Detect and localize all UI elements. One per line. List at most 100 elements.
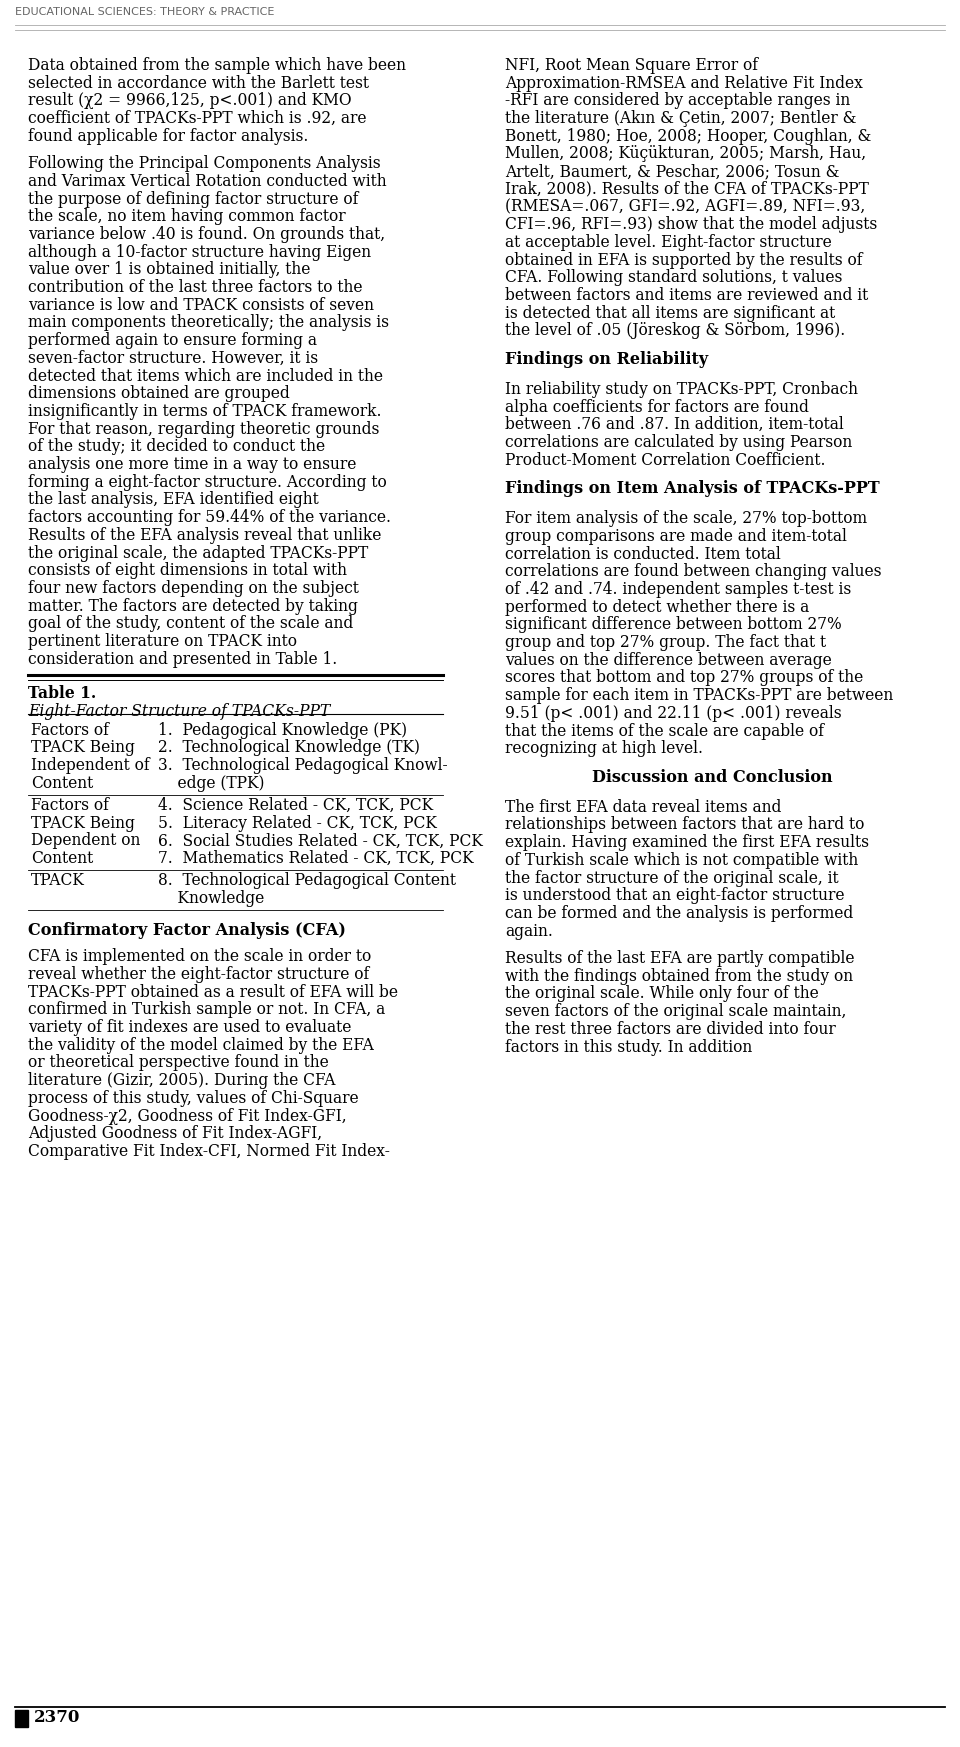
Text: Factors of: Factors of xyxy=(31,722,108,739)
Text: Factors of: Factors of xyxy=(31,797,108,814)
Text: TPACKs-PPT obtained as a result of EFA will be: TPACKs-PPT obtained as a result of EFA w… xyxy=(28,984,398,1001)
Text: Content: Content xyxy=(31,851,93,867)
Text: Mullen, 2008; Küçükturan, 2005; Marsh, Hau,: Mullen, 2008; Küçükturan, 2005; Marsh, H… xyxy=(505,145,866,162)
Text: 8.  Technological Pedagogical Content: 8. Technological Pedagogical Content xyxy=(158,872,456,889)
Text: recognizing at high level.: recognizing at high level. xyxy=(505,741,703,756)
Text: relationships between factors that are hard to: relationships between factors that are h… xyxy=(505,816,864,833)
Text: Results of the last EFA are partly compatible: Results of the last EFA are partly compa… xyxy=(505,950,854,968)
Text: Content: Content xyxy=(31,776,93,791)
Text: Knowledge: Knowledge xyxy=(158,889,264,907)
Text: group and top 27% group. The fact that t: group and top 27% group. The fact that t xyxy=(505,634,827,652)
Text: -RFI are considered by acceptable ranges in: -RFI are considered by acceptable ranges… xyxy=(505,93,851,110)
Text: Product-Moment Correlation Coefficient.: Product-Moment Correlation Coefficient. xyxy=(505,452,826,468)
Text: correlations are calculated by using Pearson: correlations are calculated by using Pea… xyxy=(505,433,852,451)
Text: consists of eight dimensions in total with: consists of eight dimensions in total wi… xyxy=(28,563,347,580)
Text: Following the Principal Components Analysis: Following the Principal Components Analy… xyxy=(28,155,380,173)
Text: the literature (Akın & Çetin, 2007; Bentler &: the literature (Akın & Çetin, 2007; Bent… xyxy=(505,110,856,128)
Text: Approximation-RMSEA and Relative Fit Index: Approximation-RMSEA and Relative Fit Ind… xyxy=(505,75,863,91)
Text: between .76 and .87. In addition, item-total: between .76 and .87. In addition, item-t… xyxy=(505,416,844,433)
Text: process of this study, values of Chi-Square: process of this study, values of Chi-Squ… xyxy=(28,1090,359,1108)
Text: TPACK: TPACK xyxy=(31,872,84,889)
Text: For that reason, regarding theoretic grounds: For that reason, regarding theoretic gro… xyxy=(28,421,379,438)
Text: is understood that an eight-factor structure: is understood that an eight-factor struc… xyxy=(505,887,845,905)
Text: reveal whether the eight-factor structure of: reveal whether the eight-factor structur… xyxy=(28,966,370,984)
Text: between factors and items are reviewed and it: between factors and items are reviewed a… xyxy=(505,287,868,304)
Text: variance below .40 is found. On grounds that,: variance below .40 is found. On grounds … xyxy=(28,225,385,243)
Text: Dependent on: Dependent on xyxy=(31,832,140,849)
Text: Findings on Item Analysis of TPACKs-PPT: Findings on Item Analysis of TPACKs-PPT xyxy=(505,480,879,498)
Text: literature (Gizir, 2005). During the CFA: literature (Gizir, 2005). During the CFA xyxy=(28,1073,335,1088)
Text: TPACK Being: TPACK Being xyxy=(31,814,134,832)
Text: variance is low and TPACK consists of seven: variance is low and TPACK consists of se… xyxy=(28,297,374,314)
Text: performed again to ensure forming a: performed again to ensure forming a xyxy=(28,332,317,349)
Text: For item analysis of the scale, 27% top-bottom: For item analysis of the scale, 27% top-… xyxy=(505,510,867,528)
Text: is detected that all items are significant at: is detected that all items are significa… xyxy=(505,304,835,321)
Text: matter. The factors are detected by taking: matter. The factors are detected by taki… xyxy=(28,597,358,615)
Text: values on the difference between average: values on the difference between average xyxy=(505,652,831,669)
Text: alpha coefficients for factors are found: alpha coefficients for factors are found xyxy=(505,398,809,416)
Text: NFI, Root Mean Square Error of: NFI, Root Mean Square Error of xyxy=(505,58,758,73)
Text: 5.  Literacy Related - CK, TCK, PCK: 5. Literacy Related - CK, TCK, PCK xyxy=(158,814,437,832)
Text: the validity of the model claimed by the EFA: the validity of the model claimed by the… xyxy=(28,1036,373,1053)
Text: variety of fit indexes are used to evaluate: variety of fit indexes are used to evalu… xyxy=(28,1019,351,1036)
Text: with the findings obtained from the study on: with the findings obtained from the stud… xyxy=(505,968,853,985)
Text: main components theoretically; the analysis is: main components theoretically; the analy… xyxy=(28,314,389,332)
Text: seven factors of the original scale maintain,: seven factors of the original scale main… xyxy=(505,1003,847,1020)
Text: the original scale, the adapted TPACKs-PPT: the original scale, the adapted TPACKs-P… xyxy=(28,545,369,561)
Text: CFA is implemented on the scale in order to: CFA is implemented on the scale in order… xyxy=(28,949,372,966)
Text: the last analysis, EFA identified eight: the last analysis, EFA identified eight xyxy=(28,491,319,508)
Text: can be formed and the analysis is performed: can be formed and the analysis is perfor… xyxy=(505,905,853,922)
Text: Adjusted Goodness of Fit Index-AGFI,: Adjusted Goodness of Fit Index-AGFI, xyxy=(28,1125,323,1143)
Text: Confirmatory Factor Analysis (CFA): Confirmatory Factor Analysis (CFA) xyxy=(28,922,346,938)
Text: significant difference between bottom 27%: significant difference between bottom 27… xyxy=(505,617,842,634)
Text: insignificantly in terms of TPACK framework.: insignificantly in terms of TPACK framew… xyxy=(28,404,381,419)
Text: 1.  Pedagogical Knowledge (PK): 1. Pedagogical Knowledge (PK) xyxy=(158,722,407,739)
Text: coefficient of TPACKs-PPT which is .92, are: coefficient of TPACKs-PPT which is .92, … xyxy=(28,110,367,128)
Text: 9.51 (p< .001) and 22.11 (p< .001) reveals: 9.51 (p< .001) and 22.11 (p< .001) revea… xyxy=(505,704,842,722)
Text: Goodness-χ2, Goodness of Fit Index-GFI,: Goodness-χ2, Goodness of Fit Index-GFI, xyxy=(28,1108,347,1125)
Text: factors in this study. In addition: factors in this study. In addition xyxy=(505,1038,753,1055)
Text: although a 10-factor structure having Eigen: although a 10-factor structure having Ei… xyxy=(28,243,372,260)
Text: Irak, 2008). Results of the CFA of TPACKs-PPT: Irak, 2008). Results of the CFA of TPACK… xyxy=(505,182,869,197)
Text: 4.  Science Related - CK, TCK, PCK: 4. Science Related - CK, TCK, PCK xyxy=(158,797,433,814)
Text: confirmed in Turkish sample or not. In CFA, a: confirmed in Turkish sample or not. In C… xyxy=(28,1001,385,1019)
Text: pertinent literature on TPACK into: pertinent literature on TPACK into xyxy=(28,632,297,650)
Text: forming a eight-factor structure. According to: forming a eight-factor structure. Accord… xyxy=(28,473,387,491)
Text: Findings on Reliability: Findings on Reliability xyxy=(505,351,708,369)
Text: the rest three factors are divided into four: the rest three factors are divided into … xyxy=(505,1020,836,1038)
Text: (RMESA=.067, GFI=.92, AGFI=.89, NFI=.93,: (RMESA=.067, GFI=.92, AGFI=.89, NFI=.93, xyxy=(505,199,865,215)
Text: detected that items which are included in the: detected that items which are included i… xyxy=(28,367,383,384)
Text: obtained in EFA is supported by the results of: obtained in EFA is supported by the resu… xyxy=(505,252,862,269)
Text: the original scale. While only four of the: the original scale. While only four of t… xyxy=(505,985,819,1003)
Text: Table 1.: Table 1. xyxy=(28,685,96,702)
Text: seven-factor structure. However, it is: seven-factor structure. However, it is xyxy=(28,349,318,367)
Text: analysis one more time in a way to ensure: analysis one more time in a way to ensur… xyxy=(28,456,356,473)
Text: TPACK Being: TPACK Being xyxy=(31,739,134,756)
Text: selected in accordance with the Barlett test: selected in accordance with the Barlett … xyxy=(28,75,369,91)
Text: factors accounting for 59.44% of the variance.: factors accounting for 59.44% of the var… xyxy=(28,508,391,526)
Text: In reliability study on TPACKs-PPT, Cronbach: In reliability study on TPACKs-PPT, Cron… xyxy=(505,381,858,398)
Text: goal of the study, content of the scale and: goal of the study, content of the scale … xyxy=(28,615,353,632)
Text: Data obtained from the sample which have been: Data obtained from the sample which have… xyxy=(28,58,406,73)
Text: and Varimax Vertical Rotation conducted with: and Varimax Vertical Rotation conducted … xyxy=(28,173,387,190)
Text: the scale, no item having common factor: the scale, no item having common factor xyxy=(28,208,346,225)
Text: 6.  Social Studies Related - CK, TCK, PCK: 6. Social Studies Related - CK, TCK, PCK xyxy=(158,832,483,849)
Text: contribution of the last three factors to the: contribution of the last three factors t… xyxy=(28,280,363,295)
Text: performed to detect whether there is a: performed to detect whether there is a xyxy=(505,599,809,615)
Text: 3.  Technological Pedagogical Knowl-: 3. Technological Pedagogical Knowl- xyxy=(158,756,447,774)
Text: CFA. Following standard solutions, t values: CFA. Following standard solutions, t val… xyxy=(505,269,842,287)
Text: the factor structure of the original scale, it: the factor structure of the original sca… xyxy=(505,870,839,886)
Text: Independent of: Independent of xyxy=(31,756,150,774)
Text: Comparative Fit Index-CFI, Normed Fit Index-: Comparative Fit Index-CFI, Normed Fit In… xyxy=(28,1143,390,1160)
Text: Bonett, 1980; Hoe, 2008; Hooper, Coughlan, &: Bonett, 1980; Hoe, 2008; Hooper, Coughla… xyxy=(505,128,872,145)
Text: The first EFA data reveal items and: The first EFA data reveal items and xyxy=(505,798,781,816)
Text: of .42 and .74. independent samples t-test is: of .42 and .74. independent samples t-te… xyxy=(505,582,852,597)
Text: 2370: 2370 xyxy=(34,1710,81,1726)
Text: or theoretical perspective found in the: or theoretical perspective found in the xyxy=(28,1055,328,1071)
Text: sample for each item in TPACKs-PPT are between: sample for each item in TPACKs-PPT are b… xyxy=(505,687,893,704)
Text: again.: again. xyxy=(505,922,553,940)
Text: result (χ2 = 9966,125, p<.001) and KMO: result (χ2 = 9966,125, p<.001) and KMO xyxy=(28,93,351,110)
Text: CFI=.96, RFI=.93) show that the model adjusts: CFI=.96, RFI=.93) show that the model ad… xyxy=(505,217,877,234)
Text: four new factors depending on the subject: four new factors depending on the subjec… xyxy=(28,580,359,597)
Text: that the items of the scale are capable of: that the items of the scale are capable … xyxy=(505,723,824,739)
